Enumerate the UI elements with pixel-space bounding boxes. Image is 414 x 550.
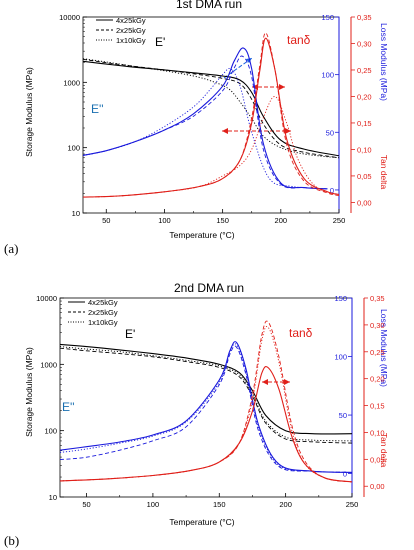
y-loss-tick-label: 100 xyxy=(321,71,334,80)
y-tan-tick-label: 0,30 xyxy=(370,321,385,330)
panel-b-label: (b) xyxy=(4,533,19,548)
arrow-tan-head-r xyxy=(284,379,290,385)
panel-b-ylabel-left: Storage Modulus (MPa) xyxy=(24,347,34,437)
y-left-tick-label: 10 xyxy=(72,209,80,218)
series-line xyxy=(83,58,339,159)
x-tick-label: 200 xyxy=(279,500,292,509)
panel-b-ylabel-loss: Loss Modulus (MPa) xyxy=(379,309,389,387)
series-line xyxy=(60,365,352,483)
annotation-eprime: E' xyxy=(125,327,135,341)
x-tick-label: 200 xyxy=(275,216,288,225)
y-tan-tick-label: 0,20 xyxy=(357,92,372,101)
arrow-eprime-head xyxy=(246,58,252,63)
y-left-tick-label: 100 xyxy=(67,144,80,153)
series-line xyxy=(83,37,339,198)
panel-a: 1st DMA run (a) Temperature (°C) Storage… xyxy=(4,0,389,256)
annotation-eprime: E' xyxy=(155,35,165,49)
legend-label-3: 1x10kGy xyxy=(116,36,146,45)
panel-b-ylabel-tan: Tan delta xyxy=(379,433,389,468)
y-tan-tick-label: 0,05 xyxy=(357,172,372,181)
y-loss-tick-label: 0 xyxy=(330,186,334,195)
legend-label-1: 4x25kGy xyxy=(116,16,146,25)
arrow-tan-head-l xyxy=(262,379,268,385)
x-tick-label: 100 xyxy=(158,216,171,225)
series-line xyxy=(60,343,352,473)
panel-b-title: 2nd DMA run xyxy=(174,281,244,295)
arrow-tan-head-2r xyxy=(285,128,291,134)
legend-label-2: 2x25kGy xyxy=(88,308,118,317)
y-left-tick-label: 1000 xyxy=(63,78,80,87)
y-left-tick-label: 10000 xyxy=(59,13,80,22)
y-loss-tick-label: 150 xyxy=(334,294,347,303)
series-line xyxy=(60,347,352,444)
series-line xyxy=(60,341,352,473)
y-loss-tick-label: 150 xyxy=(321,13,334,22)
y-tan-tick-label: 0,00 xyxy=(370,482,385,491)
panel-b: 2nd DMA run (b) Temperature (°C) Storage… xyxy=(4,281,389,548)
x-tick-label: 50 xyxy=(82,500,90,509)
arrow-tan-head-2l xyxy=(222,128,228,134)
series-line xyxy=(60,320,352,483)
y-tan-tick-label: 0,10 xyxy=(357,145,372,154)
x-tick-label: 100 xyxy=(147,500,160,509)
legend-label-3: 1x10kGy xyxy=(88,318,118,327)
y-left-tick-label: 10 xyxy=(49,493,57,502)
series-line xyxy=(83,32,339,198)
x-tick-label: 150 xyxy=(216,216,229,225)
y-loss-tick-label: 100 xyxy=(334,353,347,362)
y-loss-tick-label: 50 xyxy=(339,411,347,420)
x-tick-label: 250 xyxy=(333,216,346,225)
series-line xyxy=(83,58,339,159)
y-tan-tick-label: 0,35 xyxy=(357,13,372,22)
y-tan-tick-label: 0,10 xyxy=(370,428,385,437)
series-line xyxy=(83,47,328,190)
series-line xyxy=(83,96,339,198)
panel-a-ylabel-loss: Loss Modulus (MPa) xyxy=(379,23,389,101)
legend-label-1: 4x25kGy xyxy=(88,298,118,307)
y-tan-tick-label: 0,20 xyxy=(370,375,385,384)
y-tan-tick-label: 0,35 xyxy=(370,294,385,303)
y-tan-tick-label: 0,30 xyxy=(357,39,372,48)
annotation-tandelta: tanδ xyxy=(287,33,311,47)
annotation-tandelta: tanδ xyxy=(289,326,313,340)
y-left-tick-label: 100 xyxy=(44,427,57,436)
panel-a-xlabel: Temperature (°C) xyxy=(169,230,234,240)
panel-b-xlabel: Temperature (°C) xyxy=(169,517,234,527)
x-tick-label: 50 xyxy=(102,216,110,225)
legend-label-2: 2x25kGy xyxy=(116,26,146,35)
series-line xyxy=(60,343,352,435)
panel-a-label: (a) xyxy=(4,241,18,256)
y-loss-tick-label: 50 xyxy=(326,128,334,137)
series-line xyxy=(83,55,328,190)
series-line xyxy=(83,68,328,190)
series-line xyxy=(83,60,339,157)
annotation-edoubleprime: E'' xyxy=(62,400,75,414)
panel-a-title: 1st DMA run xyxy=(176,0,242,11)
panel-a-ylabel-left: Storage Modulus (MPa) xyxy=(24,67,34,157)
y-tan-tick-label: 0,15 xyxy=(370,402,385,411)
y-left-tick-label: 10000 xyxy=(36,294,57,303)
y-left-tick-label: 1000 xyxy=(40,360,57,369)
series-line xyxy=(60,346,352,442)
panel-a-legend: 4x25kGy 2x25kGy 1x10kGy xyxy=(96,16,146,45)
annotation-edoubleprime: E'' xyxy=(91,102,104,116)
x-tick-label: 250 xyxy=(346,500,359,509)
y-tan-tick-label: 0,05 xyxy=(370,455,385,464)
arrow-tan-head-1r xyxy=(279,84,285,90)
series-line xyxy=(60,326,352,483)
series-line xyxy=(60,345,352,473)
y-loss-tick-label: 0 xyxy=(343,470,347,479)
y-tan-tick-label: 0,25 xyxy=(357,66,372,75)
panel-a-ylabel-tan: Tan delta xyxy=(379,155,389,190)
y-tan-tick-label: 0,25 xyxy=(370,348,385,357)
x-tick-label: 150 xyxy=(213,500,226,509)
panel-b-legend: 4x25kGy 2x25kGy 1x10kGy xyxy=(68,298,118,327)
y-tan-tick-label: 0,00 xyxy=(357,198,372,207)
y-tan-tick-label: 0,15 xyxy=(357,119,372,128)
